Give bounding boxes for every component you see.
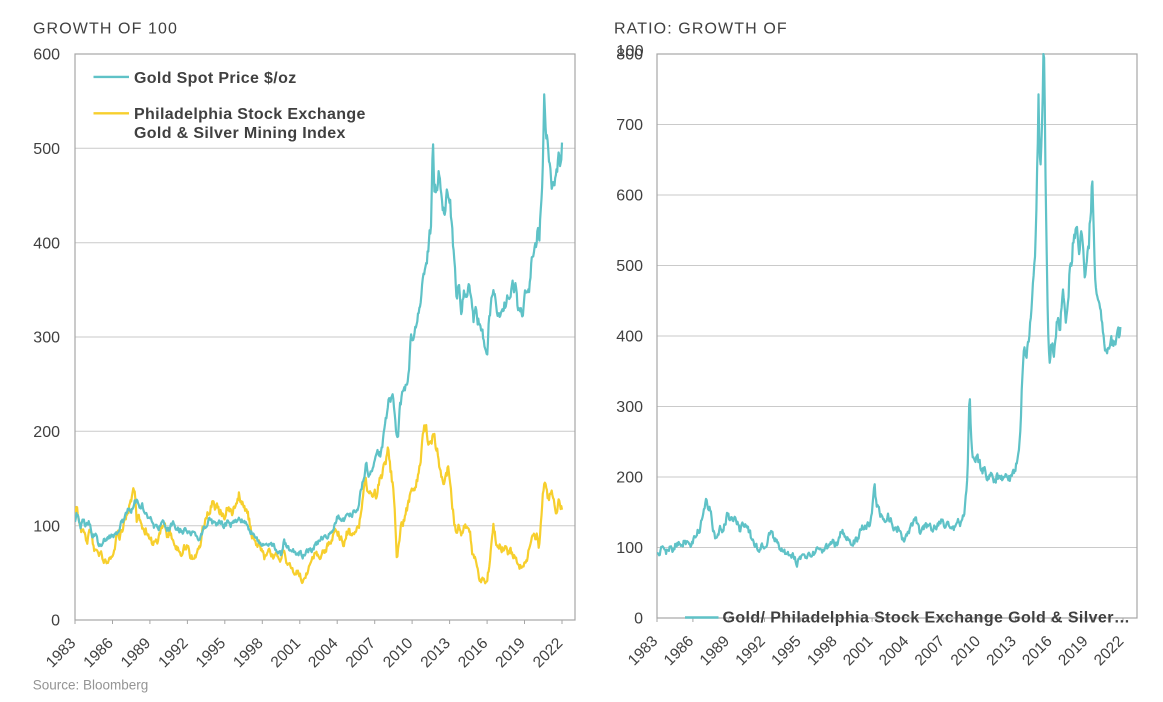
svg-text:400: 400 [616, 329, 643, 346]
svg-text:200: 200 [33, 424, 60, 441]
svg-text:500: 500 [616, 258, 643, 275]
svg-text:100: 100 [616, 540, 643, 557]
svg-text:200: 200 [616, 470, 643, 487]
svg-text:800: 800 [616, 47, 643, 64]
svg-text:GROWTH OF 100: GROWTH OF 100 [33, 20, 178, 37]
svg-text:Gold/ Philadelphia Stock Excha: Gold/ Philadelphia Stock Exchange Gold &… [723, 610, 1131, 627]
svg-text:400: 400 [33, 235, 60, 252]
svg-text:600: 600 [616, 188, 643, 205]
svg-text:Gold & Silver Mining Index: Gold & Silver Mining Index [134, 125, 346, 142]
svg-text:Source: Bloomberg: Source: Bloomberg [33, 678, 149, 693]
svg-text:500: 500 [33, 141, 60, 158]
svg-text:0: 0 [51, 613, 60, 630]
svg-text:300: 300 [33, 330, 60, 347]
svg-text:600: 600 [33, 47, 60, 64]
svg-text:700: 700 [616, 117, 643, 134]
svg-text:RATIO: GROWTH OF: RATIO: GROWTH OF [614, 20, 788, 37]
svg-text:Philadelphia Stock Exchange: Philadelphia Stock Exchange [134, 106, 366, 123]
svg-text:Gold Spot Price $/oz: Gold Spot Price $/oz [134, 70, 297, 87]
svg-text:300: 300 [616, 399, 643, 416]
svg-text:0: 0 [634, 611, 643, 628]
svg-text:100: 100 [33, 518, 60, 535]
svg-text:100: 100 [616, 43, 644, 60]
